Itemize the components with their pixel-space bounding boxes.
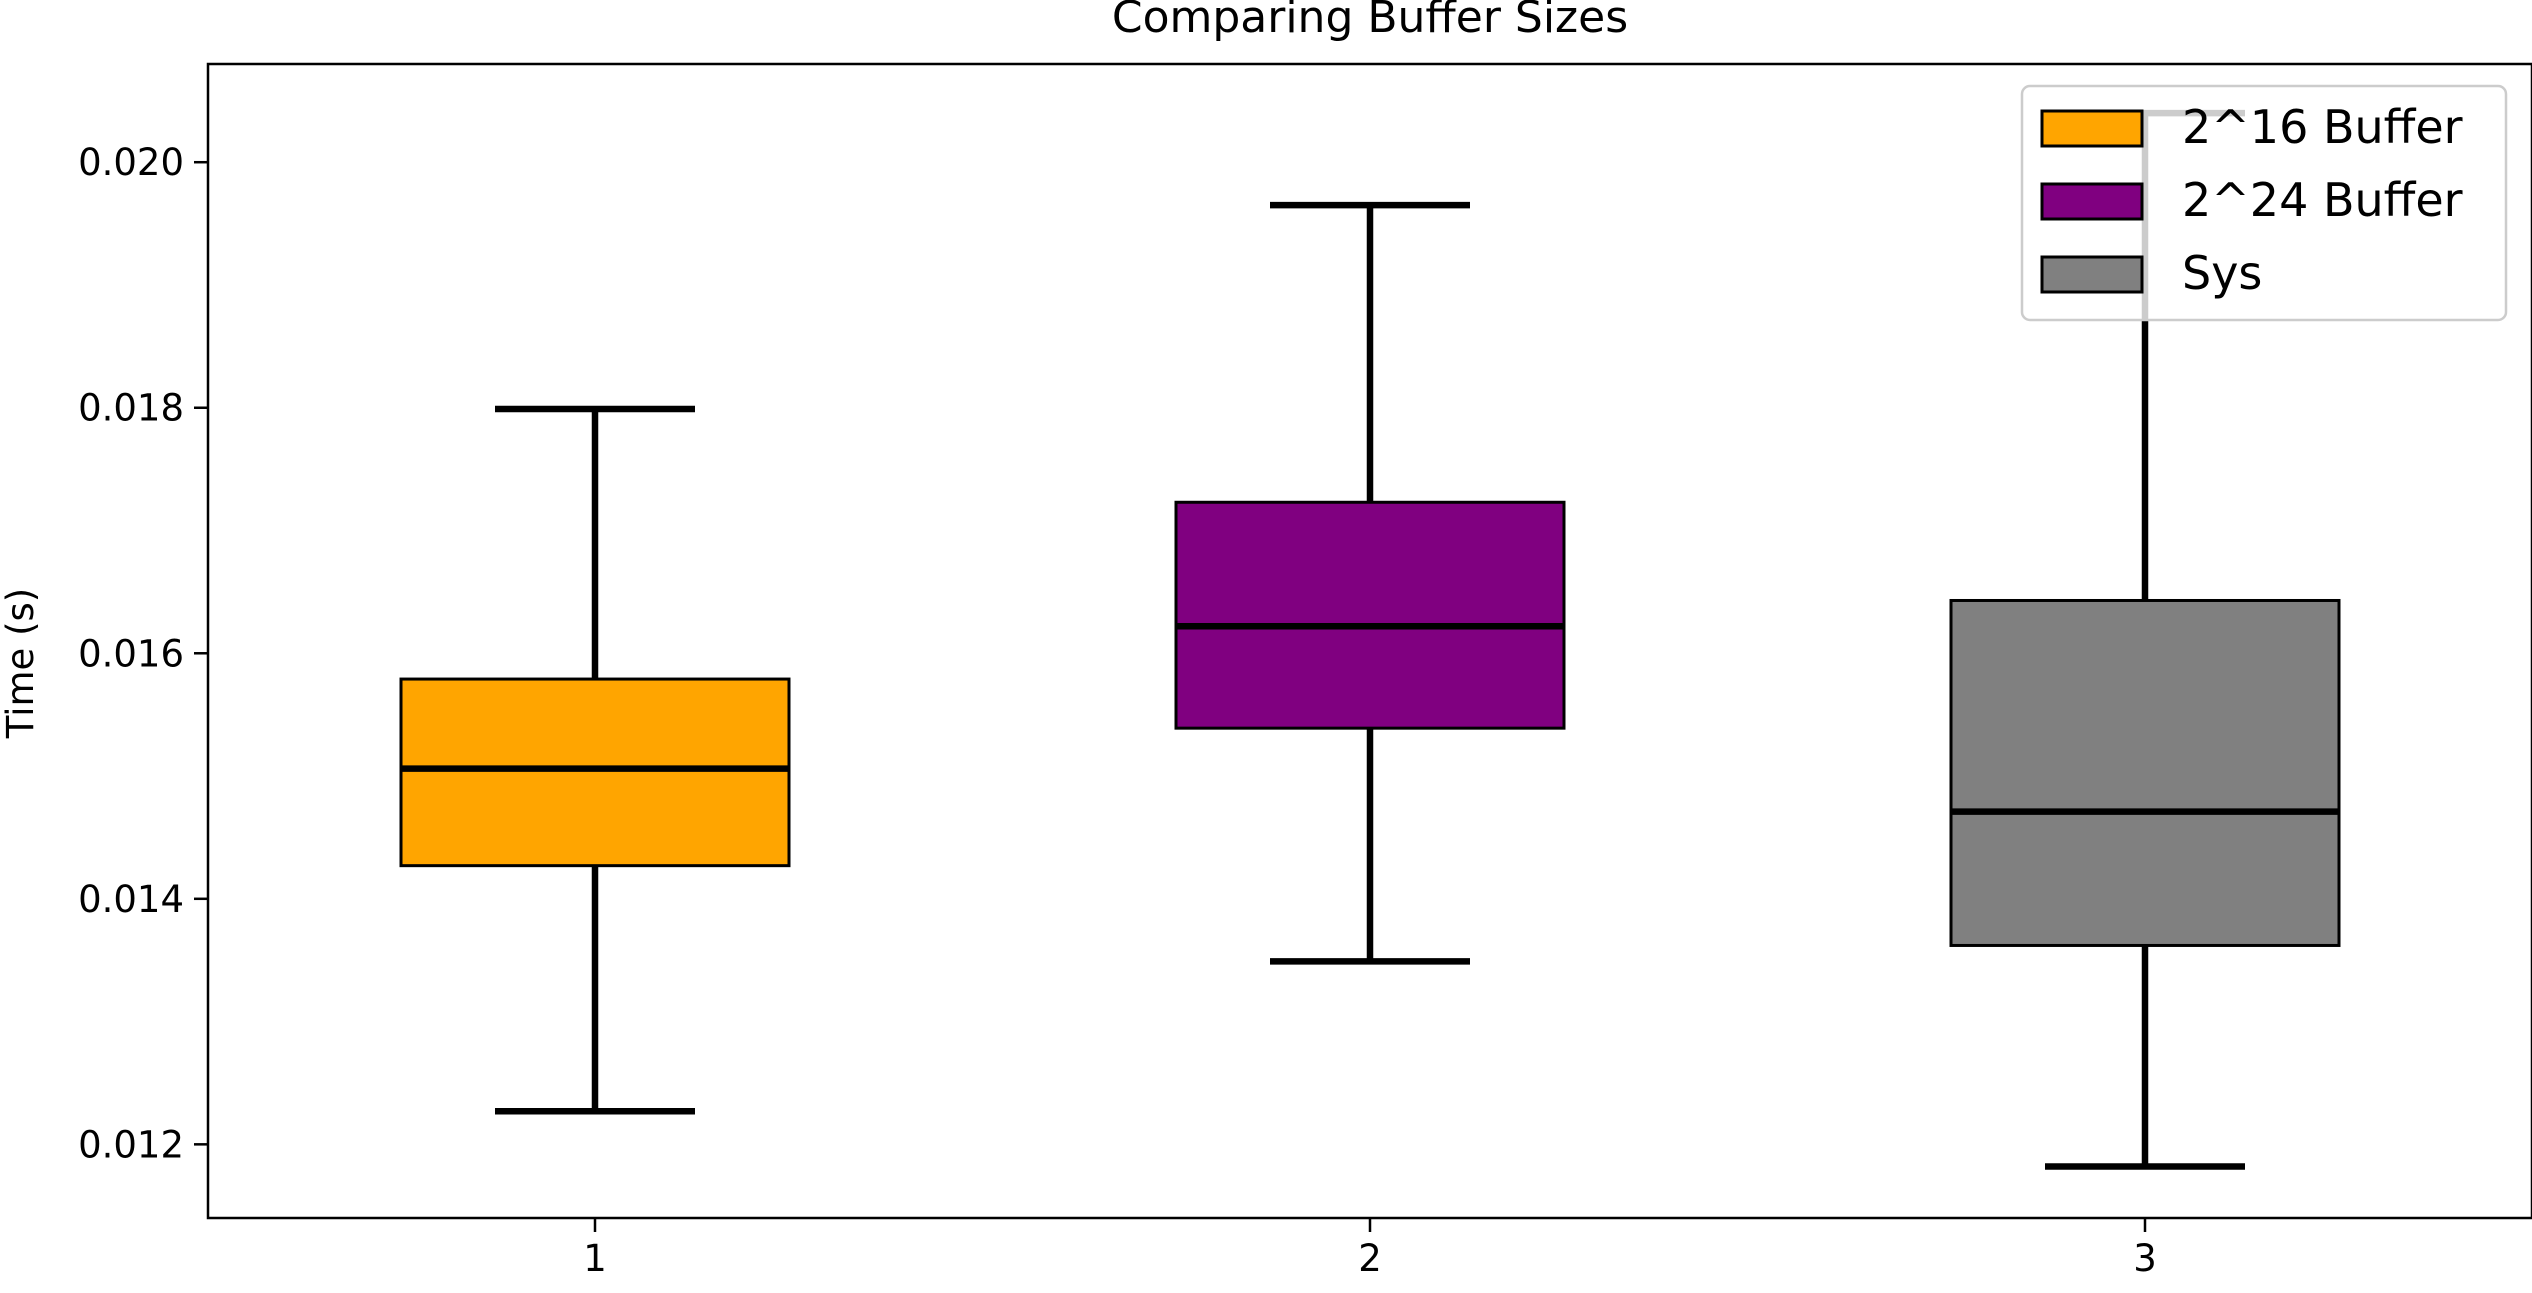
box-2 bbox=[1174, 201, 1566, 965]
legend-item: 2^24 Buffer bbox=[2040, 173, 2463, 227]
y-tick-label: 0.016 bbox=[78, 632, 184, 675]
y-tick-label: 0.014 bbox=[78, 878, 184, 921]
y-tick-label: 0.018 bbox=[78, 387, 184, 430]
box-iqr bbox=[399, 677, 791, 868]
legend: 2^16 Buffer 2^24 Buffer Sys bbox=[2020, 84, 2508, 322]
x-tick-label: 3 bbox=[2133, 1237, 2157, 1280]
y-axis-label: Time (s) bbox=[0, 588, 42, 739]
plot-area-frame bbox=[206, 62, 2532, 1220]
y-tick-label: 0.020 bbox=[78, 141, 184, 184]
x-tick-label: 1 bbox=[583, 1237, 607, 1280]
legend-swatch bbox=[2040, 182, 2144, 221]
box-3 bbox=[1949, 109, 2341, 1170]
legend-swatch bbox=[2040, 255, 2144, 294]
boxes-layer bbox=[399, 109, 2341, 1170]
y-axis-ticks: 0.012 0.014 0.016 0.018 0.020 bbox=[78, 141, 208, 1166]
legend-item: Sys bbox=[2040, 246, 2262, 300]
x-axis-ticks: 1 2 3 bbox=[583, 1218, 2157, 1280]
y-tick-label: 0.012 bbox=[78, 1123, 184, 1166]
legend-label: 2^16 Buffer bbox=[2182, 100, 2463, 154]
legend-label: Sys bbox=[2182, 246, 2262, 300]
legend-item: 2^16 Buffer bbox=[2040, 100, 2463, 154]
legend-label: 2^24 Buffer bbox=[2182, 173, 2463, 227]
legend-swatch bbox=[2040, 109, 2144, 148]
box-iqr bbox=[1174, 500, 1566, 730]
box-1 bbox=[399, 405, 791, 1115]
chart-title: Comparing Buffer Sizes bbox=[1112, 0, 1628, 43]
box-iqr bbox=[1949, 598, 2341, 947]
x-tick-label: 2 bbox=[1358, 1237, 1382, 1280]
